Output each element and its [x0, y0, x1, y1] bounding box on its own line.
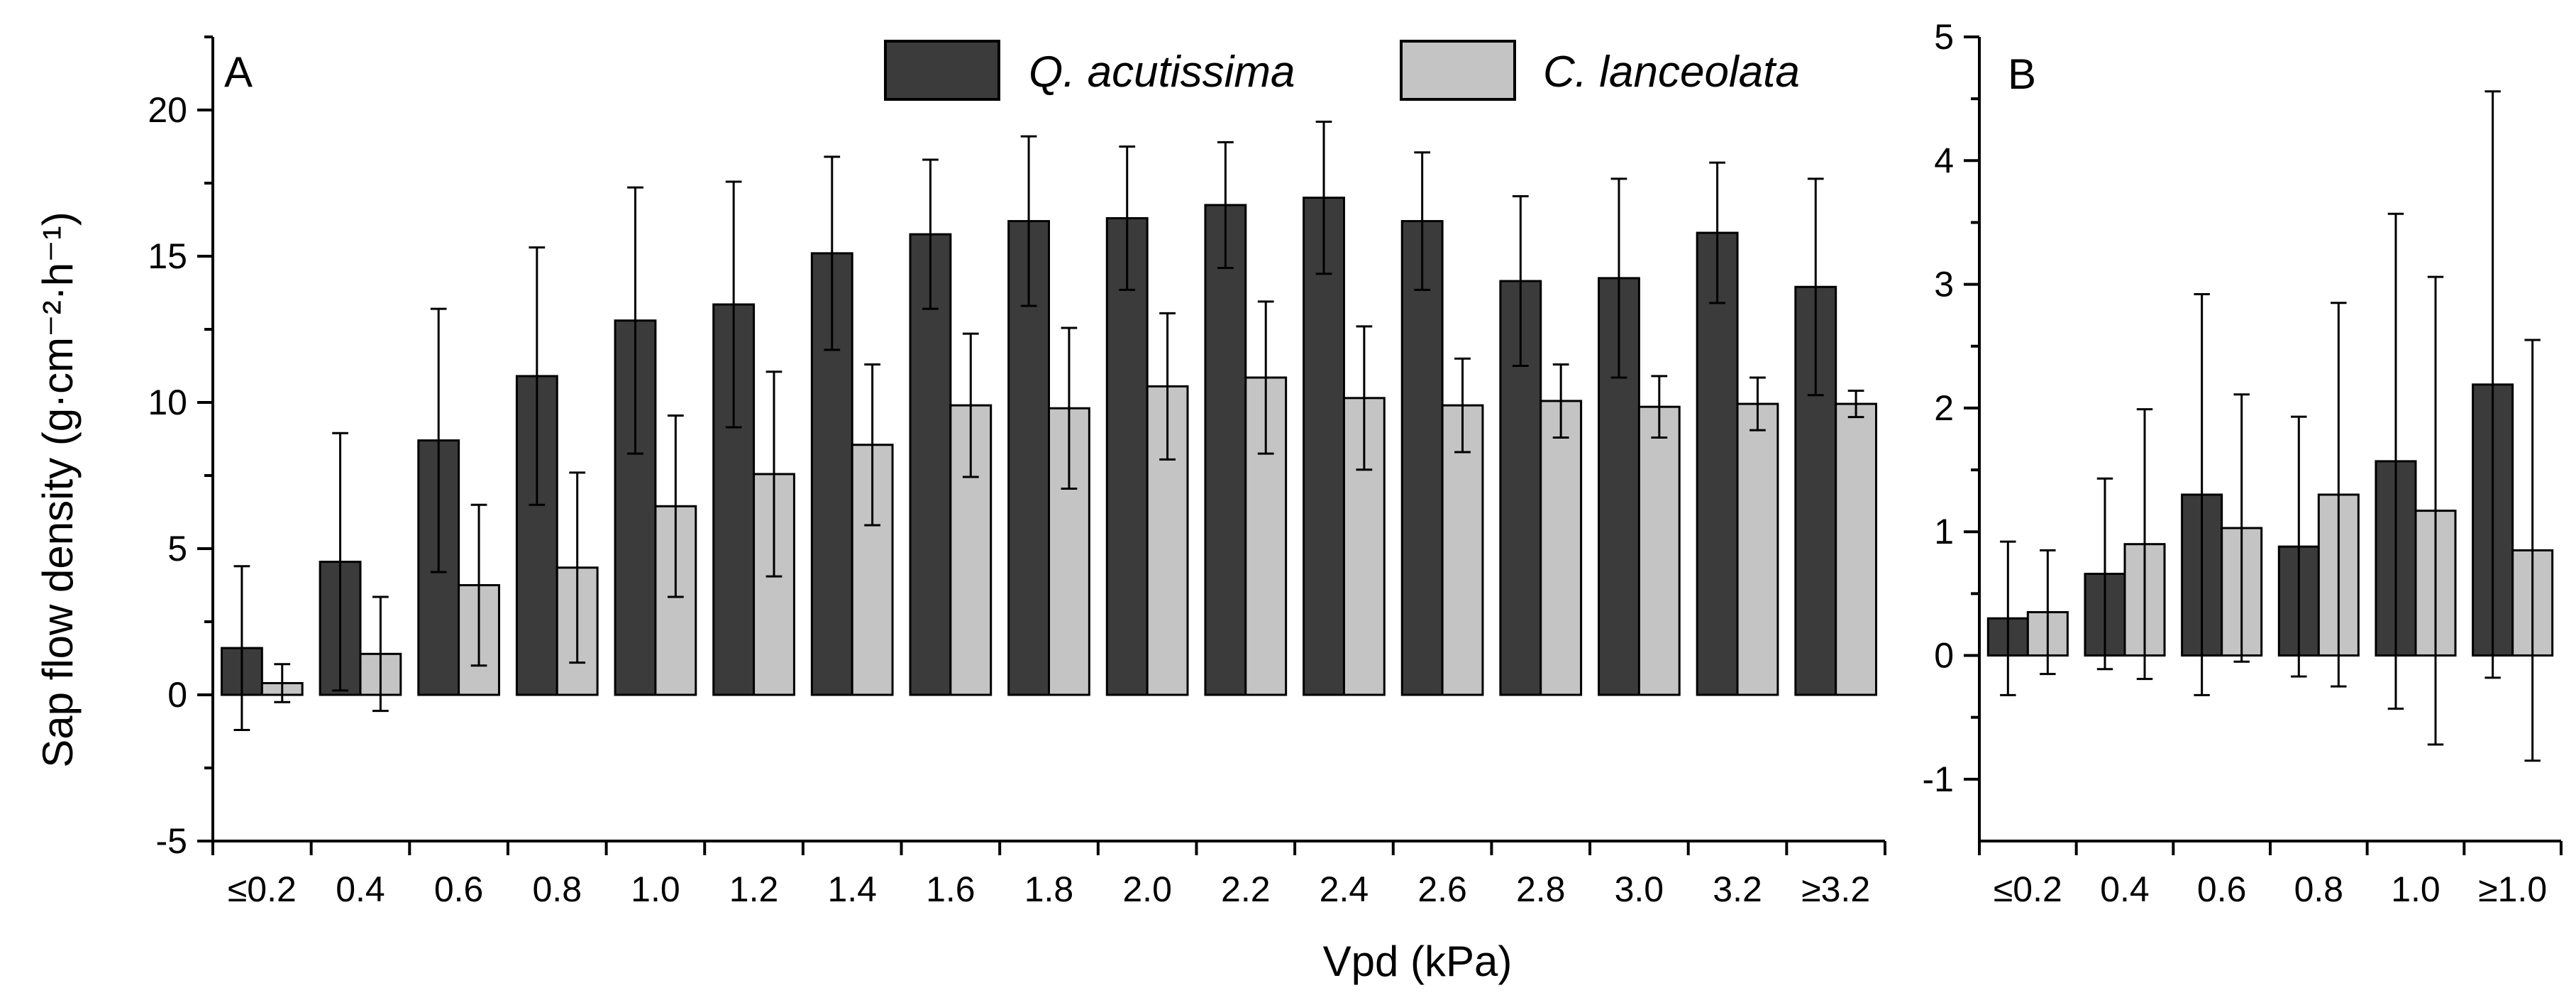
panel-a-bar-c-lanceolata: [1736, 402, 1779, 696]
panel-a-x-tick-label: 2.4: [1320, 869, 1369, 909]
panel-a-bar-q-acutissima: [1499, 280, 1542, 696]
panel-a: A -5 0 5 10 15 20 ≤0.2 0.4 0.6 0.8 1.0 1.2 1.4 1.6 1.8…: [148, 35, 1886, 909]
panel-a-x-tick-label: 2.8: [1516, 869, 1566, 909]
panel-a-y-tick-label: 20: [148, 90, 187, 130]
panel-a-x-tick-label: 2.6: [1417, 869, 1467, 909]
panel-a-label: A: [224, 48, 253, 96]
panel-a-y-tick-label: 5: [167, 529, 187, 569]
panel-a-y-tick-label: 15: [148, 236, 187, 276]
panel-b-x-tick-label: ≤0.2: [1994, 869, 2062, 909]
panel-a-bar-q-acutissima: [1204, 204, 1247, 696]
panel-b-x-tick-label: ≥1.0: [2478, 869, 2547, 909]
legend-label-q-acutissima: Q. acutissima: [1029, 48, 1295, 97]
panel-b-x-tick-label: 0.8: [2294, 869, 2344, 909]
panel-b-x-tick-label: 0.4: [2100, 869, 2150, 909]
panel-b-y-tick-label: 0: [1934, 636, 1954, 676]
panel-b-y-tick-label: 2: [1934, 388, 1954, 428]
panel-a-x-tick-label: 1.6: [926, 869, 975, 909]
panel-a-x-tick-label: 1.2: [729, 869, 779, 909]
panel-b-y-tick-label: 4: [1934, 141, 1954, 180]
panel-a-bar-c-lanceolata: [1441, 404, 1484, 696]
panel-b-y-tick-label: 5: [1934, 17, 1954, 57]
panel-a-bar-q-acutissima: [1696, 231, 1739, 696]
panel-a-x-tick-label: 1.0: [631, 869, 680, 909]
panel-a-x-tick-label: 3.2: [1713, 869, 1762, 909]
panel-a-x-tick-label: 1.4: [827, 869, 877, 909]
panel-a-bar-c-lanceolata: [1539, 400, 1583, 696]
legend: Q. acutissima C. lanceolata: [884, 40, 1800, 101]
panel-a-x-tick-label: 2.0: [1122, 869, 1172, 909]
panel-b-label: B: [2008, 50, 2036, 98]
panel-a-x-tick-label: ≥3.2: [1801, 869, 1870, 909]
panel-a-x-tick-label: ≤0.2: [228, 869, 297, 909]
legend-swatch-c-lanceolata: [1400, 40, 1516, 101]
panel-b-y-tick-label: 1: [1934, 512, 1954, 551]
panel-a-x-tick-label: 0.6: [434, 869, 484, 909]
panel-b: B -1 0 1 2 3 4 5 ≤0.2 0.4 0.6 0.8 1.0 ≥1.0: [1923, 17, 2563, 909]
panel-a-bar-q-acutissima: [1105, 216, 1149, 696]
panel-b-x-tick-label: 1.0: [2391, 869, 2440, 909]
legend-swatch-q-acutissima: [884, 40, 1000, 101]
panel-b-y-tick-label: 3: [1934, 265, 1954, 304]
panel-a-x-tick-label: 2.2: [1221, 869, 1271, 909]
panel-a-bar-q-acutissima: [1400, 220, 1444, 696]
panel-a-x-tick-label: 0.8: [533, 869, 582, 909]
legend-label-c-lanceolata: C. lanceolata: [1543, 48, 1800, 97]
panel-a-bar-q-acutissima: [909, 233, 952, 696]
panel-a-bar-q-acutissima: [515, 375, 558, 696]
panel-a-x-tick-label: 1.8: [1024, 869, 1074, 909]
panel-a-bar-c-lanceolata: [1637, 405, 1681, 696]
panel-a-bar-c-lanceolata: [851, 444, 894, 696]
panel-b-x-tick-label: 0.6: [2197, 869, 2247, 909]
panel-b-y-tick-label: -1: [1923, 759, 1954, 799]
panel-a-x-tick-label: 3.0: [1615, 869, 1664, 909]
y-axis-title: Sap flow density (g·cm⁻²·h⁻¹): [34, 212, 82, 768]
panel-a-bar-q-acutissima: [1303, 197, 1345, 696]
panel-a-x-tick-label: 0.4: [336, 869, 385, 909]
panel-a-y-tick-label: -5: [156, 821, 187, 861]
x-axis-title: Vpd (kPa): [1323, 938, 1513, 985]
panel-a-y-tick-label: 0: [167, 675, 187, 715]
panel-a-bar-c-lanceolata: [1835, 402, 1878, 696]
panel-a-y-tick-label: 10: [148, 383, 187, 422]
